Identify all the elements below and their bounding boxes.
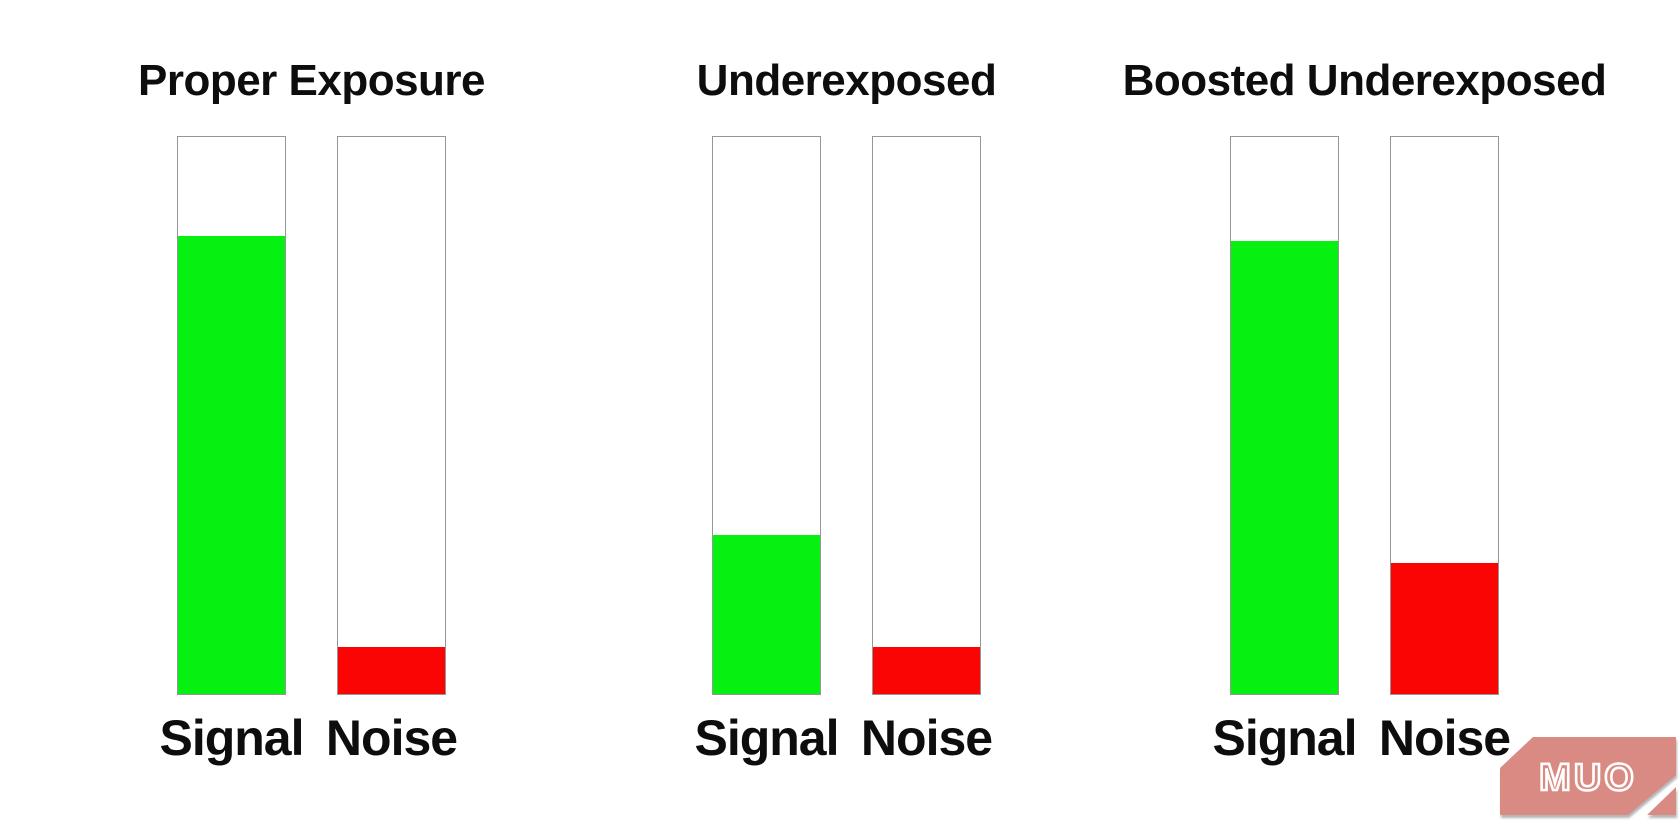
noise-bar-unit: Noise	[1379, 136, 1511, 767]
signal-bar-label: Signal	[694, 710, 839, 766]
muo-logo-text: MUO	[1540, 757, 1636, 799]
bar-pair: Signal Noise	[159, 136, 458, 767]
noise-bar-fill	[1391, 562, 1498, 694]
noise-bar-track	[872, 136, 981, 695]
signal-bar-label: Signal	[159, 710, 304, 766]
signal-bar-unit: Signal	[159, 136, 305, 767]
bar-pair: Signal Noise	[694, 136, 993, 767]
group-title: Underexposed	[696, 56, 997, 105]
signal-bar-fill	[178, 235, 285, 694]
noise-bar-fill	[873, 647, 980, 694]
signal-bar-fill	[713, 534, 820, 694]
muo-logo: MUO	[1500, 737, 1676, 815]
signal-bar-track	[1230, 136, 1339, 695]
signal-bar-track	[712, 136, 821, 695]
signal-bar-unit: Signal	[1212, 136, 1358, 767]
signal-bar-label: Signal	[1212, 710, 1357, 766]
chart-group-underexposed: Underexposed Signal Noise	[694, 0, 996, 840]
signal-bar-unit: Signal	[694, 136, 840, 767]
noise-bar-unit: Noise	[326, 136, 458, 767]
noise-bar-label: Noise	[1378, 710, 1511, 766]
group-title: Boosted Underexposed	[1122, 56, 1607, 105]
noise-bar-fill	[338, 647, 445, 694]
noise-bar-label: Noise	[860, 710, 993, 766]
noise-bar-label: Noise	[325, 710, 458, 766]
noise-bar-track	[1390, 136, 1499, 695]
noise-bar-unit: Noise	[861, 136, 993, 767]
chart-group-boosted-underexposed: Boosted Underexposed Signal Noise	[1123, 0, 1607, 840]
muo-logo-text-svg: MUO	[1540, 756, 1636, 801]
noise-bar-track	[337, 136, 446, 695]
bar-pair: Signal Noise	[1212, 136, 1511, 767]
chart-group-proper-exposure: Proper Exposure Signal Noise	[138, 0, 486, 840]
signal-bar-fill	[1231, 240, 1338, 694]
group-title: Proper Exposure	[137, 56, 486, 105]
signal-bar-track	[177, 136, 286, 695]
